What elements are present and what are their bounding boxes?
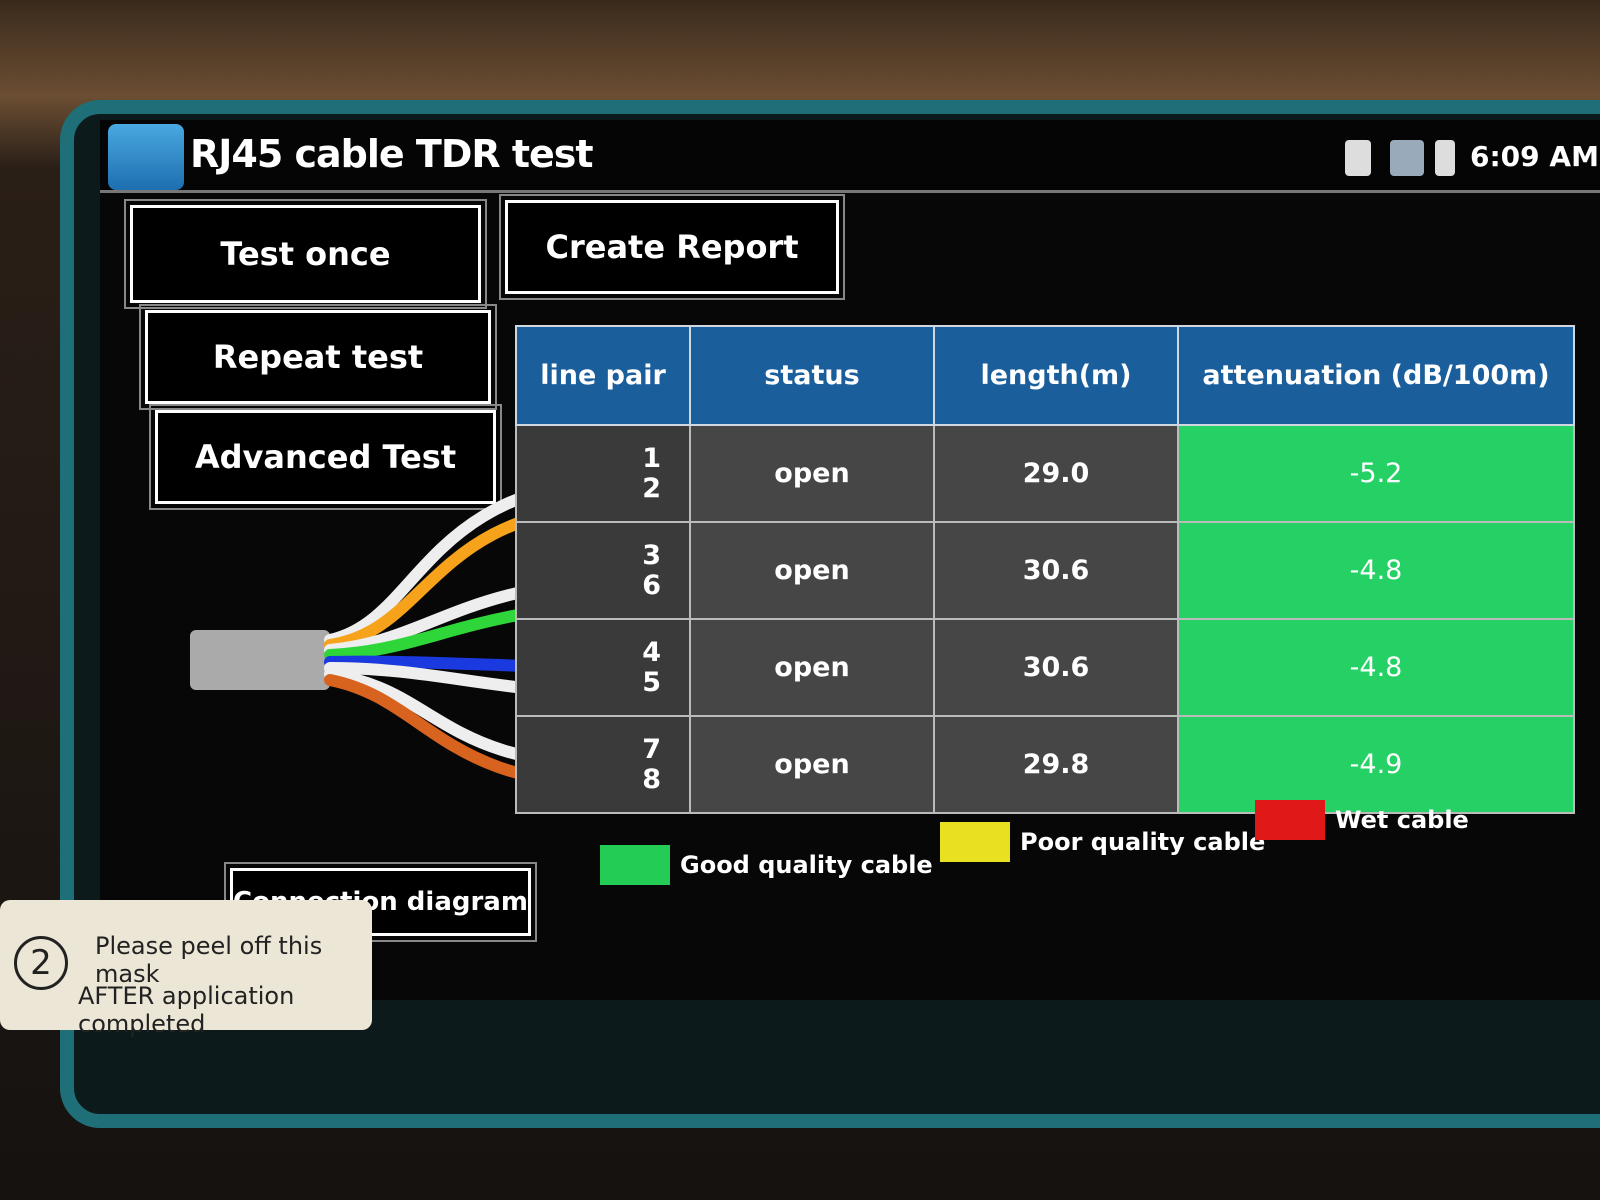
pin-number: 2 [642,472,661,504]
pin-number: 5 [642,666,661,698]
pin-number: 6 [642,569,661,601]
app-icon [108,124,184,190]
column-header: length(m) [933,325,1179,426]
repeat-test-button[interactable]: Repeat test [139,304,497,410]
sd-icon [1345,140,1371,176]
protective-sticker: 2 Please peel off this mask AFTER applic… [0,900,372,1038]
length: 30.6 [933,618,1179,717]
create-report-button[interactable]: Create Report [499,194,845,300]
legend-item: Good quality cable [600,845,933,885]
column-header: attenuation (dB/100m) [1177,325,1575,426]
connection-diagram-button[interactable]: Connection diagram [224,862,537,942]
legend-label: Poor quality cable [1020,828,1266,856]
status: open [689,715,935,814]
result-row: 7 8 open 29.8 -4.9 [515,715,1575,814]
network-icon [1390,140,1424,176]
legend-swatch [1255,800,1325,840]
advanced-test-button[interactable]: Advanced Test [149,404,502,510]
pin-number: 7 [642,733,661,765]
legend-swatch [940,822,1010,862]
pin-number: 3 [642,539,661,571]
length: 29.0 [933,424,1179,523]
legend-item: Poor quality cable [940,822,1265,862]
status: open [689,618,935,717]
attenuation: -4.8 [1177,618,1575,717]
result-row: 4 5 open 30.6 -4.8 [515,618,1575,717]
attenuation: -5.2 [1177,424,1575,523]
pin-number: 1 [642,442,661,474]
legend-label: Good quality cable [680,851,933,879]
sticker-text: Please peel off this mask [95,932,323,988]
result-row: 1 2 open 29.0 -5.2 [515,424,1575,523]
test-once-button[interactable]: Test once [124,199,487,309]
legend-label: Wet cable [1335,806,1469,834]
length: 30.6 [933,521,1179,620]
results-table: line pair status length(m) attenuation (… [515,325,1575,814]
length: 29.8 [933,715,1179,814]
app-title: RJ45 cable TDR test [190,132,594,176]
clock: 6:09 AM [1470,140,1599,173]
legend-swatch [600,845,670,885]
sticker-text: AFTER application completed [78,982,295,1038]
cable-jacket [190,630,330,690]
pin-number: 4 [642,636,661,668]
pin-number: 8 [642,763,661,795]
status: open [689,521,935,620]
status: open [689,424,935,523]
sticker-number: 2 [14,936,68,990]
column-header: status [689,325,935,426]
legend-item: Wet cable [1255,800,1469,840]
attenuation: -4.9 [1177,715,1575,814]
battery-icon [1435,140,1455,176]
attenuation: -4.8 [1177,521,1575,620]
result-row: 3 6 open 30.6 -4.8 [515,521,1575,620]
column-header: line pair [515,325,691,426]
